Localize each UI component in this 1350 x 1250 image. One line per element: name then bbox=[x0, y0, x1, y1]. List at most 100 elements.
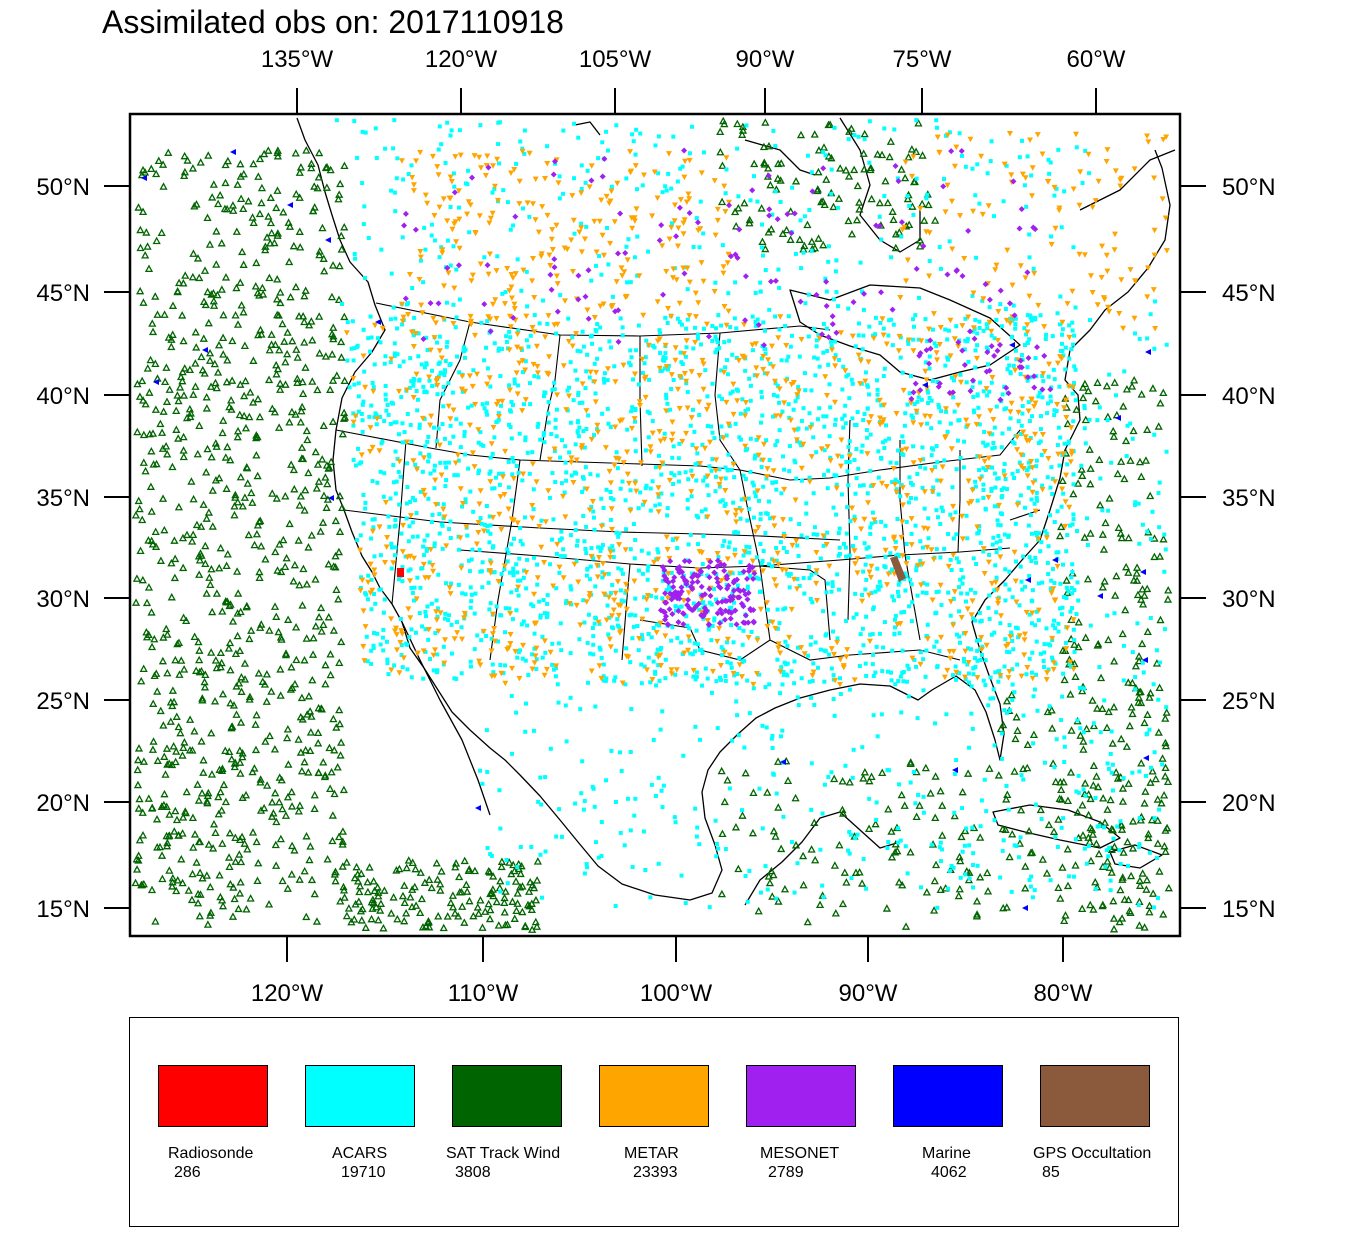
sat-track-wind-marker bbox=[998, 824, 1007, 833]
sat-track-wind-marker bbox=[281, 562, 290, 571]
acars-marker bbox=[915, 471, 920, 476]
acars-marker bbox=[535, 424, 540, 429]
sat-track-wind-marker bbox=[236, 159, 245, 168]
acars-marker bbox=[997, 546, 1002, 551]
acars-marker bbox=[843, 403, 848, 408]
metar-marker bbox=[607, 549, 614, 555]
acars-marker bbox=[657, 678, 662, 683]
sat-track-wind-marker bbox=[1057, 795, 1066, 803]
acars-marker bbox=[789, 669, 794, 674]
acars-marker bbox=[630, 405, 635, 410]
acars-marker bbox=[755, 555, 760, 560]
sat-track-wind-marker bbox=[344, 904, 353, 912]
sat-track-wind-marker bbox=[400, 916, 409, 925]
acars-marker bbox=[488, 523, 493, 528]
acars-marker bbox=[498, 826, 503, 831]
sat-track-wind-marker bbox=[234, 679, 244, 687]
acars-marker bbox=[1010, 471, 1015, 476]
metar-marker bbox=[458, 565, 465, 572]
acars-marker bbox=[999, 445, 1004, 450]
sat-track-wind-marker bbox=[1070, 659, 1079, 668]
sat-track-wind-marker bbox=[304, 768, 313, 776]
acars-marker bbox=[883, 554, 888, 559]
acars-marker bbox=[905, 194, 910, 199]
sat-track-wind-marker bbox=[1128, 817, 1138, 825]
sat-track-wind-marker bbox=[252, 258, 261, 267]
acars-marker bbox=[511, 573, 516, 578]
sat-track-wind-marker bbox=[297, 406, 306, 415]
sat-track-wind-marker bbox=[273, 186, 282, 194]
acars-marker bbox=[796, 385, 801, 390]
metar-marker bbox=[489, 611, 496, 618]
acars-marker bbox=[1148, 616, 1153, 621]
sat-track-wind-marker bbox=[1141, 456, 1151, 464]
acars-marker bbox=[759, 245, 764, 250]
sat-track-wind-marker bbox=[363, 877, 372, 886]
sat-track-wind-marker bbox=[161, 770, 170, 778]
acars-marker bbox=[924, 196, 929, 201]
acars-marker bbox=[971, 672, 976, 677]
acars-marker bbox=[443, 460, 448, 465]
sat-track-wind-marker bbox=[732, 222, 741, 230]
acars-marker bbox=[611, 626, 616, 631]
metar-marker bbox=[985, 559, 992, 566]
acars-marker bbox=[393, 316, 398, 321]
sat-track-wind-marker bbox=[1143, 710, 1152, 718]
acars-marker bbox=[514, 161, 519, 166]
acars-marker bbox=[432, 541, 437, 546]
acars-marker bbox=[518, 139, 523, 144]
sat-track-wind-marker bbox=[136, 243, 145, 252]
sat-track-wind-marker bbox=[1158, 754, 1167, 762]
sat-track-wind-marker bbox=[1105, 494, 1114, 502]
sat-track-wind-marker bbox=[1079, 737, 1088, 745]
sat-track-wind-marker bbox=[131, 598, 141, 606]
acars-marker bbox=[825, 581, 830, 586]
acars-marker bbox=[994, 404, 999, 409]
acars-marker bbox=[673, 604, 678, 609]
metar-marker bbox=[408, 329, 415, 336]
acars-marker bbox=[846, 483, 851, 488]
acars-marker bbox=[730, 571, 735, 576]
sat-track-wind-marker bbox=[274, 311, 283, 319]
sat-track-wind-marker bbox=[1081, 779, 1090, 787]
sat-track-wind-marker bbox=[279, 535, 288, 544]
acars-marker bbox=[849, 377, 854, 382]
acars-marker bbox=[633, 596, 638, 601]
sat-track-wind-marker bbox=[290, 560, 299, 569]
metar-marker bbox=[360, 353, 367, 360]
metar-marker bbox=[854, 556, 861, 562]
sat-track-wind-marker bbox=[306, 728, 315, 736]
acars-marker bbox=[904, 520, 909, 525]
acars-marker bbox=[657, 328, 662, 333]
acars-marker bbox=[910, 600, 915, 605]
sat-track-wind-marker bbox=[214, 368, 223, 376]
acars-marker bbox=[699, 342, 704, 347]
sat-track-wind-marker bbox=[217, 766, 227, 774]
sat-track-wind-marker bbox=[218, 428, 227, 437]
acars-marker bbox=[699, 509, 704, 514]
acars-marker bbox=[724, 167, 729, 172]
acars-marker bbox=[1027, 232, 1032, 237]
acars-marker bbox=[507, 570, 512, 575]
acars-marker bbox=[592, 804, 597, 809]
acars-marker bbox=[491, 670, 496, 675]
acars-marker bbox=[850, 775, 855, 780]
acars-marker bbox=[695, 332, 700, 337]
acars-marker bbox=[979, 798, 984, 803]
acars-marker bbox=[499, 346, 504, 351]
sat-track-wind-marker bbox=[1100, 577, 1109, 585]
acars-marker bbox=[929, 398, 934, 403]
sat-track-wind-marker bbox=[328, 417, 338, 425]
sat-track-wind-marker bbox=[138, 376, 147, 385]
sat-track-wind-marker bbox=[1098, 530, 1107, 538]
acars-marker bbox=[1073, 305, 1078, 310]
acars-marker bbox=[596, 855, 601, 860]
sat-track-wind-marker bbox=[372, 902, 381, 911]
acars-marker bbox=[418, 489, 423, 494]
acars-marker bbox=[441, 644, 446, 649]
acars-marker bbox=[511, 570, 516, 575]
acars-marker bbox=[934, 589, 939, 594]
acars-marker bbox=[1162, 569, 1167, 574]
acars-marker bbox=[628, 660, 633, 665]
acars-marker bbox=[1007, 426, 1012, 431]
